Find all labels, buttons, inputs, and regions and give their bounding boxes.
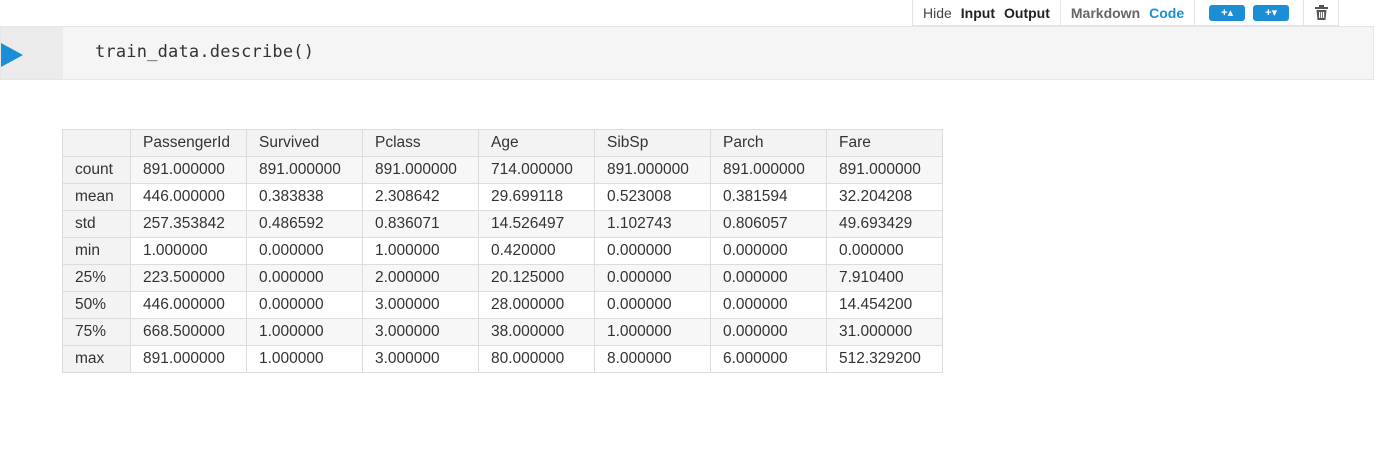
table-cell: 0.000000	[246, 291, 363, 319]
table-cell: 446.000000	[130, 291, 247, 319]
table-row: count 891.000000 891.000000 891.000000 714.0…	[62, 156, 943, 184]
table-cell: 2.000000	[362, 264, 479, 292]
row-label: count	[62, 156, 131, 184]
table-cell: 257.353842	[130, 210, 247, 238]
table-cell: 0.000000	[246, 264, 363, 292]
column-header: Survived	[246, 129, 363, 157]
table-row: min 1.000000 0.000000 1.000000 0.420000 0.000…	[62, 237, 943, 265]
table-cell: 223.500000	[130, 264, 247, 292]
describe-output-table: PassengerId Survived Pclass Age SibSp Pa…	[62, 129, 943, 373]
trash-icon[interactable]	[1314, 5, 1328, 21]
code-cell[interactable]: train_data.describe()	[0, 26, 1374, 80]
code-button[interactable]: Code	[1149, 4, 1185, 21]
table-cell: 32.204208	[826, 183, 943, 211]
row-label: 75%	[62, 318, 131, 346]
column-header: Age	[478, 129, 595, 157]
table-cell: 20.125000	[478, 264, 595, 292]
table-cell: 1.000000	[130, 237, 247, 265]
table-row: max 891.000000 1.000000 3.000000 80.000000 8.…	[62, 345, 943, 373]
table-cell: 6.000000	[710, 345, 827, 373]
table-cell: 0.383838	[246, 183, 363, 211]
table-cell: 0.381594	[710, 183, 827, 211]
table-cell: 29.699118	[478, 183, 595, 211]
table-cell: 31.000000	[826, 318, 943, 346]
column-header: Pclass	[362, 129, 479, 157]
table-cell: 0.523008	[594, 183, 711, 211]
table-cell: 0.806057	[710, 210, 827, 238]
table-cell: 0.486592	[246, 210, 363, 238]
row-label: mean	[62, 183, 131, 211]
table-cell: 0.000000	[710, 291, 827, 319]
table-cell: 80.000000	[478, 345, 595, 373]
table-cell: 891.000000	[594, 156, 711, 184]
index-header	[62, 129, 131, 157]
run-cell-icon[interactable]	[1, 43, 23, 67]
add-cell-group: +▴ +▾	[1195, 0, 1305, 25]
table-cell: 0.000000	[594, 264, 711, 292]
table-cell: 891.000000	[130, 345, 247, 373]
hide-output-button[interactable]: Output	[1004, 4, 1050, 21]
table-row: std 257.353842 0.486592 0.836071 14.526497 1.…	[62, 210, 943, 238]
row-label: std	[62, 210, 131, 238]
table-row: 50% 446.000000 0.000000 3.000000 28.000000 0.…	[62, 291, 943, 319]
table-cell: 3.000000	[362, 345, 479, 373]
column-header: Fare	[826, 129, 943, 157]
table-row: 25% 223.500000 0.000000 2.000000 20.125000 0.…	[62, 264, 943, 292]
row-label: 50%	[62, 291, 131, 319]
table-row: mean 446.000000 0.383838 2.308642 29.699118 0…	[62, 183, 943, 211]
table-cell: 28.000000	[478, 291, 595, 319]
column-header: Parch	[710, 129, 827, 157]
row-label: 25%	[62, 264, 131, 292]
delete-group	[1304, 0, 1338, 25]
table-cell: 7.910400	[826, 264, 943, 292]
cell-type-group: Markdown Code	[1061, 0, 1196, 25]
table-cell: 1.000000	[246, 345, 363, 373]
table-cell: 714.000000	[478, 156, 595, 184]
hide-input-button[interactable]: Input	[960, 4, 996, 21]
cell-toolbar: Hide Input Output Markdown Code +▴ +▾	[912, 0, 1340, 26]
code-editor[interactable]: train_data.describe()	[95, 42, 315, 62]
table-cell: 38.000000	[478, 318, 595, 346]
table-cell: 8.000000	[594, 345, 711, 373]
markdown-button[interactable]: Markdown	[1070, 4, 1141, 21]
table-cell: 891.000000	[710, 156, 827, 184]
table-cell: 0.000000	[594, 291, 711, 319]
table-cell: 1.000000	[246, 318, 363, 346]
table-cell: 2.308642	[362, 183, 479, 211]
table-cell: 14.526497	[478, 210, 595, 238]
table-cell: 0.000000	[594, 237, 711, 265]
table-cell: 512.329200	[826, 345, 943, 373]
cell-gutter	[1, 27, 63, 79]
table-cell: 0.000000	[710, 237, 827, 265]
column-header: PassengerId	[130, 129, 247, 157]
table-header-row: PassengerId Survived Pclass Age SibSp Pa…	[62, 129, 943, 157]
table-cell: 14.454200	[826, 291, 943, 319]
table-cell: 1.000000	[362, 237, 479, 265]
row-label: min	[62, 237, 131, 265]
table-cell: 891.000000	[130, 156, 247, 184]
table-cell: 0.000000	[246, 237, 363, 265]
table-cell: 891.000000	[826, 156, 943, 184]
table-cell: 0.000000	[826, 237, 943, 265]
table-cell: 3.000000	[362, 291, 479, 319]
table-cell: 49.693429	[826, 210, 943, 238]
table-cell: 1.102743	[594, 210, 711, 238]
table-cell: 891.000000	[362, 156, 479, 184]
table-cell: 668.500000	[130, 318, 247, 346]
table-cell: 0.836071	[362, 210, 479, 238]
hide-label: Hide	[923, 4, 952, 21]
table-cell: 0.000000	[710, 264, 827, 292]
table-cell: 0.420000	[478, 237, 595, 265]
visibility-group: Hide Input Output	[913, 0, 1061, 25]
column-header: SibSp	[594, 129, 711, 157]
table-cell: 1.000000	[594, 318, 711, 346]
add-cell-above-button[interactable]: +▴	[1209, 4, 1246, 21]
table-cell: 0.000000	[710, 318, 827, 346]
row-label: max	[62, 345, 131, 373]
add-cell-below-button[interactable]: +▾	[1253, 4, 1290, 21]
table-row: 75% 668.500000 1.000000 3.000000 38.000000 1.…	[62, 318, 943, 346]
table-cell: 3.000000	[362, 318, 479, 346]
table-cell: 446.000000	[130, 183, 247, 211]
table-cell: 891.000000	[246, 156, 363, 184]
